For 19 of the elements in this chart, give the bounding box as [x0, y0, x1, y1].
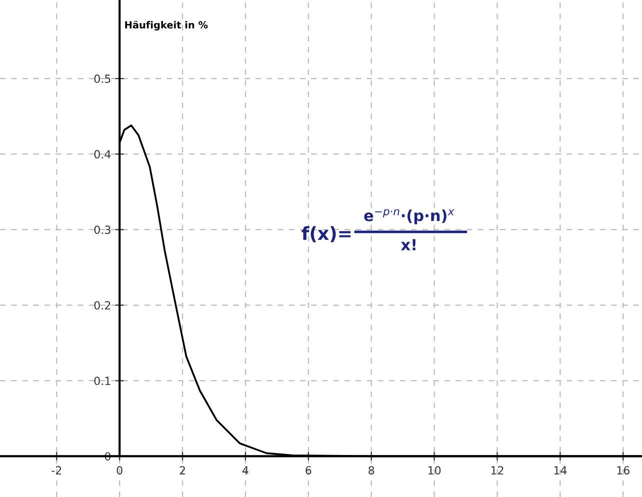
annotation: f(x)=: [302, 226, 351, 242]
x-tick-label: -2: [52, 466, 62, 474]
x-tick-label: 14: [554, 466, 567, 474]
y-tick-label: 0.4: [94, 150, 111, 158]
x-tick-label: 10: [428, 466, 441, 475]
x-tick-label: 0: [116, 466, 122, 475]
x-tick-label: 8: [368, 466, 374, 475]
y-axis-title: Häufigkeit in %: [125, 20, 208, 30]
x-tick-label: 12: [491, 466, 504, 474]
y-tick-label: 0.1: [94, 376, 110, 386]
x-tick-label: 6: [306, 466, 312, 475]
annotation: x!: [400, 239, 416, 250]
x-tick-label: 4: [242, 466, 248, 474]
y-tick-label: 0.2: [94, 301, 110, 310]
x-tick-label: 2: [180, 466, 185, 474]
x-tick-label: 16: [617, 466, 630, 475]
y-tick-label: 0.3: [94, 226, 110, 234]
y-tick-label: 0.5: [94, 74, 110, 83]
annotation: e$^{−p·n}$·(p·n)$^{x}$: [364, 209, 454, 224]
